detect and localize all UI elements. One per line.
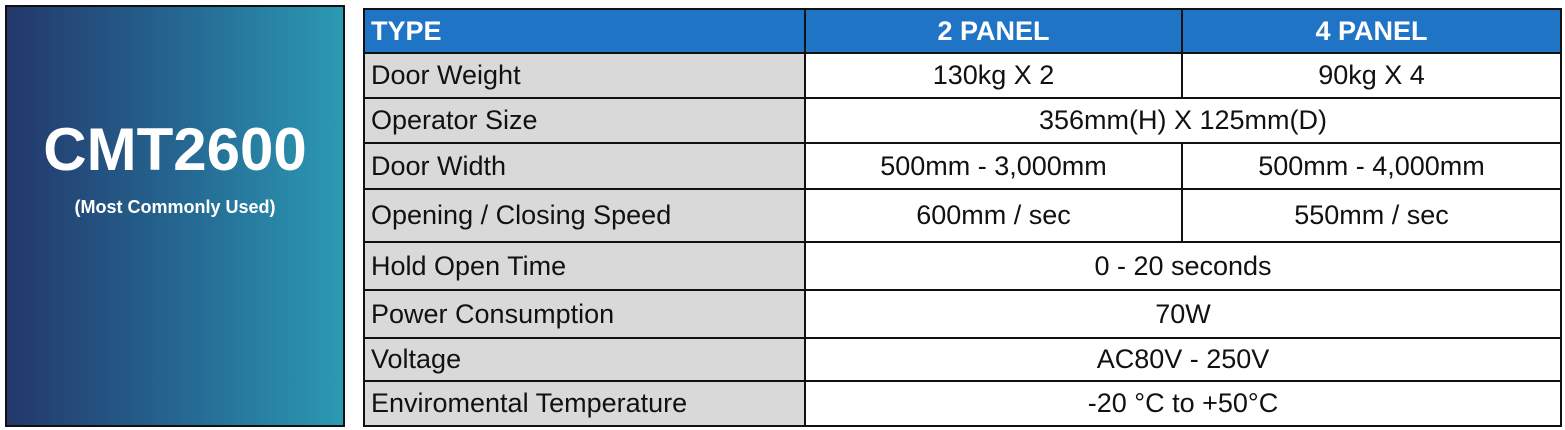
row-label: Operator Size	[363, 97, 806, 144]
header-cell: TYPE	[363, 8, 806, 54]
row-label: Door Weight	[363, 52, 806, 99]
cell-value: 70W	[804, 289, 1562, 339]
table-row: Voltage AC80V - 250V	[363, 337, 1562, 382]
cell-value: 0 - 20 seconds	[804, 241, 1562, 291]
table-row: Hold Open Time 0 - 20 seconds	[363, 241, 1562, 291]
row-label: Door Width	[363, 142, 806, 190]
model-title: CMT2600	[43, 116, 307, 183]
row-label: Voltage	[363, 337, 806, 382]
cell-value: 90kg X 4	[1181, 52, 1562, 99]
cell-value: 600mm / sec	[804, 188, 1183, 243]
header-cell: 4 PANEL	[1181, 8, 1562, 54]
header-row: TYPE 2 PANEL 4 PANEL	[363, 8, 1562, 54]
row-label: Opening / Closing Speed	[363, 188, 806, 243]
model-subtitle: (Most Commonly Used)	[74, 197, 276, 217]
cell-value: -20 °C to +50°C	[804, 380, 1562, 427]
row-label: Hold Open Time	[363, 241, 806, 291]
cell-value: 130kg X 2	[804, 52, 1183, 99]
row-label: Power Consumption	[363, 289, 806, 339]
cell-value: 356mm(H) X 125mm(D)	[804, 97, 1562, 144]
cell-value: 550mm / sec	[1181, 188, 1562, 243]
cell-value: AC80V - 250V	[804, 337, 1562, 382]
table-row: Opening / Closing Speed 600mm / sec 550mm …	[363, 188, 1562, 243]
table-row: Door Width 500mm - 3,000mm 500mm - 4,000mm	[363, 142, 1562, 190]
cell-value: 500mm - 3,000mm	[804, 142, 1183, 190]
row-label: Enviromental Temperature	[363, 380, 806, 427]
table-row: Door Weight 130kg X 2 90kg X 4	[363, 52, 1562, 99]
header-cell: 2 PANEL	[804, 8, 1183, 54]
table-row: Enviromental Temperature -20 °C to +50°C	[363, 380, 1562, 427]
table-row: Power Consumption 70W	[363, 289, 1562, 339]
table-row: Operator Size 356mm(H) X 125mm(D)	[363, 97, 1562, 144]
cell-value: 500mm - 4,000mm	[1181, 142, 1562, 190]
model-panel: CMT2600 (Most Commonly Used)	[5, 5, 345, 427]
